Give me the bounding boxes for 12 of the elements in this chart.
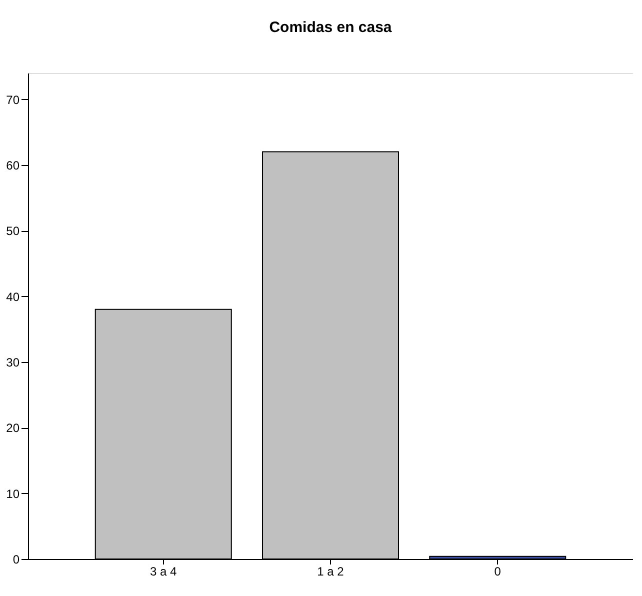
x-tick-label: 3 a 4 bbox=[150, 564, 178, 578]
chart-title: Comidas en casa bbox=[269, 19, 392, 36]
x-tick-label: 0 bbox=[494, 564, 502, 578]
y-tick-label: 40 bbox=[6, 290, 20, 304]
y-tick-label: 50 bbox=[6, 224, 20, 238]
y-tick-label: 70 bbox=[6, 92, 20, 107]
x-tick-label: 1 a 2 bbox=[317, 564, 344, 578]
y-tick-label: 20 bbox=[6, 421, 20, 436]
y-tick-label: 60 bbox=[6, 158, 20, 172]
y-tick-label: 10 bbox=[6, 486, 20, 501]
y-tick-label: 0 bbox=[12, 552, 20, 566]
y-tick-label: 30 bbox=[6, 355, 20, 370]
